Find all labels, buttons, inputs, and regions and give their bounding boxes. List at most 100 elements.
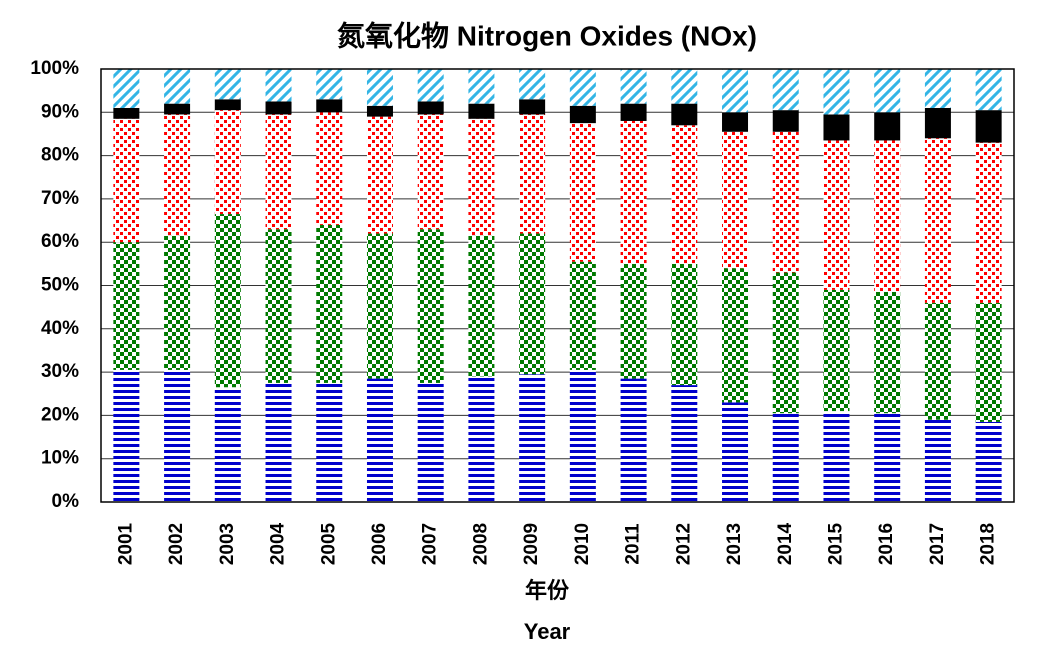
- bar-segment: [468, 69, 495, 104]
- bar-segment: [924, 419, 951, 502]
- bar-segment: [164, 235, 191, 370]
- x-axis-label: 年份: [525, 578, 570, 603]
- bar-segment: [975, 302, 1002, 422]
- bar-segment: [772, 110, 799, 132]
- bar-segment: [620, 120, 647, 264]
- y-tick-label: 100%: [30, 58, 79, 79]
- bar-segment: [214, 69, 241, 100]
- plot-frame: [100, 68, 1015, 503]
- bar-segment: [265, 101, 292, 115]
- bar-segment: [671, 263, 698, 386]
- y-tick-label: 10%: [41, 448, 79, 469]
- bar-segment: [772, 272, 799, 414]
- bar-segment: [823, 411, 850, 502]
- bar-segment: [519, 99, 546, 115]
- bar-segment: [975, 142, 1002, 303]
- x-tick-label: 2006: [369, 523, 390, 565]
- bar-segment: [468, 376, 495, 502]
- bar-segment: [620, 263, 647, 379]
- bar-segment: [569, 261, 596, 370]
- bar-segment: [468, 103, 495, 119]
- bar-segment: [823, 140, 850, 290]
- bar-segment: [113, 69, 140, 108]
- bar-segment: [214, 387, 241, 502]
- x-tick-label: 2005: [318, 522, 339, 565]
- bar-segment: [468, 118, 495, 236]
- bar-segment: [823, 114, 850, 141]
- bar-segment: [417, 101, 444, 115]
- bar-segment: [265, 69, 292, 102]
- x-tick-label: 2016: [876, 523, 897, 565]
- bar-segment: [468, 235, 495, 377]
- bar-segment: [366, 69, 393, 106]
- bar-segment: [316, 112, 343, 225]
- bar-segment: [316, 99, 343, 113]
- bar-segment: [569, 369, 596, 502]
- x-tick-label: 2004: [268, 522, 289, 565]
- bar-segment: [519, 69, 546, 100]
- bar-segment: [722, 131, 749, 269]
- y-tick-label: 50%: [41, 275, 79, 296]
- bar-segment: [569, 69, 596, 106]
- y-tick-label: 40%: [41, 318, 79, 339]
- bar-segment: [417, 229, 444, 383]
- x-tick-label: 2007: [420, 523, 441, 565]
- chart-title: 氮氧化物 Nitrogen Oxides (NOx): [337, 20, 757, 51]
- x-tick-label: 2010: [572, 523, 593, 565]
- bar-segment: [874, 112, 901, 141]
- bar-segment: [417, 114, 444, 230]
- x-tick-label: 2003: [217, 523, 238, 565]
- bar-segment: [519, 114, 546, 234]
- bar-segment: [772, 131, 799, 273]
- bar-segment: [722, 112, 749, 132]
- bar-segment: [164, 114, 191, 236]
- bar-segment: [874, 291, 901, 414]
- x-tick-label: 2014: [775, 522, 796, 565]
- bar-segment: [519, 233, 546, 375]
- bar-segment: [620, 69, 647, 104]
- bar-segment: [265, 114, 292, 230]
- bar-segment: [316, 69, 343, 100]
- x-tick-label: 2009: [521, 523, 542, 565]
- x-tick-label: 2012: [673, 523, 694, 565]
- bar-segment: [924, 302, 951, 420]
- x-tick-label: 2002: [166, 523, 187, 565]
- bar-segment: [874, 69, 901, 113]
- bar-segment: [722, 69, 749, 113]
- bar-segment: [366, 105, 393, 117]
- bar-segment: [620, 378, 647, 502]
- y-tick-label: 90%: [41, 101, 79, 122]
- bar-segment: [874, 140, 901, 292]
- bar-segment: [265, 382, 292, 502]
- bar-segment: [417, 382, 444, 502]
- bar-segment: [823, 69, 850, 115]
- bar-segment: [671, 125, 698, 264]
- bar-segment: [164, 69, 191, 104]
- bar-segment: [316, 382, 343, 502]
- y-tick-label: 30%: [41, 361, 79, 382]
- bar-segment: [772, 413, 799, 502]
- bar-segment: [975, 69, 1002, 111]
- bar-segment: [975, 421, 1002, 502]
- y-tick-label: 60%: [41, 231, 79, 252]
- bar-segment: [620, 103, 647, 121]
- bar-segment: [214, 110, 241, 215]
- bar-segment: [164, 103, 191, 115]
- bar-segment: [214, 214, 241, 388]
- bar-segment: [113, 118, 140, 243]
- bar-segment: [113, 369, 140, 502]
- bar-segment: [671, 69, 698, 104]
- y-tick-label: 70%: [41, 188, 79, 209]
- bar-segment: [214, 99, 241, 111]
- bar-segment: [366, 233, 393, 379]
- bar-segment: [671, 103, 698, 126]
- bar-segment: [722, 402, 749, 502]
- x-tick-label: 2008: [470, 523, 491, 565]
- bar-segment: [823, 289, 850, 412]
- bar-segment: [569, 105, 596, 124]
- bar-segment: [366, 378, 393, 502]
- bar-segment: [924, 138, 951, 303]
- bar-segment: [874, 413, 901, 502]
- y-tick-label: 0%: [52, 491, 80, 512]
